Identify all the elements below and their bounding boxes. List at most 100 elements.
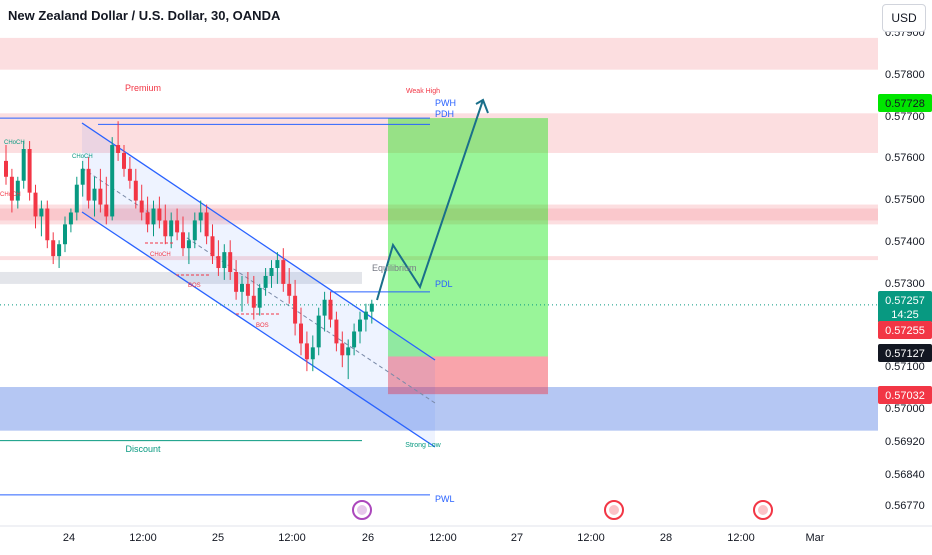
choch-label: CHoCH (0, 192, 21, 198)
equilibrium-label: Equilibrium (372, 263, 417, 273)
chart-title: New Zealand Dollar / U.S. Dollar, 30, OA… (8, 8, 281, 23)
us-flag-event-icon[interactable] (753, 500, 773, 520)
candle-body (57, 244, 62, 257)
candle-body (340, 343, 345, 356)
bos-label: BOS (256, 323, 269, 329)
bos-label: BOS (188, 283, 201, 289)
candle-body (68, 212, 73, 225)
x-tick-label: 28 (660, 532, 672, 544)
candle-body (63, 224, 67, 245)
candle-body (145, 212, 150, 225)
candle-body (86, 168, 91, 201)
candle-body (21, 149, 26, 181)
candle-body (163, 220, 168, 237)
y-tick-label: 0.57800 (885, 69, 925, 81)
last-price-tag-bg (878, 291, 932, 309)
candle-body (169, 220, 174, 237)
low-marker-price-tag: 0.57127 (885, 348, 925, 360)
weak-high-price-tag-bg (878, 94, 932, 112)
choch-label: CHoCH (150, 252, 171, 258)
candle-body (4, 160, 8, 177)
y-tick-label: 0.57600 (885, 152, 925, 164)
x-tick-label: 12:00 (429, 532, 457, 544)
y-tick-label: 0.57100 (885, 361, 925, 373)
currency-button[interactable]: USD (882, 4, 926, 32)
candle-body (33, 192, 38, 217)
candle-body (310, 347, 315, 360)
pwl-label: PWL (435, 494, 455, 504)
candle-body (15, 180, 20, 201)
y-tick-label: 0.57300 (885, 278, 925, 290)
pdh-label: PDH (435, 109, 454, 119)
candle-body (369, 303, 374, 312)
candle-body (198, 212, 203, 221)
candle-body (122, 152, 126, 169)
candle-body (192, 220, 197, 241)
candle-body (51, 240, 56, 257)
pdl-label: PDL (435, 279, 453, 289)
candle-body (39, 208, 44, 217)
dividend-event-icon[interactable] (352, 500, 372, 520)
candle-body (304, 343, 309, 360)
candle-body (352, 331, 357, 348)
candle-body (98, 188, 103, 205)
zone-supply-2 (0, 204, 878, 225)
channel-lower-line (81, 211, 436, 448)
candle-body (299, 323, 303, 344)
projection-arrowhead (475, 98, 489, 114)
choch-label: CHoCH (72, 154, 93, 160)
bid-price-tag: 0.57255 (885, 325, 925, 337)
candle-body (175, 220, 180, 233)
us-flag-event-icon[interactable] (604, 500, 624, 520)
candle-body (322, 299, 327, 316)
candle-body (234, 271, 239, 292)
candle-body (251, 295, 256, 308)
y-tick-label: 0.56920 (885, 436, 925, 448)
premium-label: Premium (125, 83, 161, 93)
candle-body (9, 176, 14, 201)
x-tick-label: 27 (511, 532, 523, 544)
last-price-tag: 0.57257 (885, 295, 925, 307)
candle-body (263, 275, 268, 288)
candle-body (133, 180, 138, 201)
candle-body (287, 283, 292, 296)
y-tick-label: 0.57400 (885, 236, 925, 248)
candle-body (139, 200, 144, 213)
countdown-label: 14:25 (891, 309, 919, 321)
candle-body (275, 260, 280, 269)
stop-price-tag: 0.57032 (885, 390, 925, 402)
position-stop-zone (388, 356, 548, 395)
candle-body (27, 149, 32, 193)
candle-body (216, 256, 221, 269)
candles (4, 121, 374, 380)
y-tick-label: 0.57000 (885, 403, 925, 415)
weak-high-price-tag: 0.57728 (885, 98, 925, 110)
zone-supply-1 (0, 113, 878, 153)
candle-body (281, 260, 286, 284)
candle-body (210, 236, 215, 257)
candle-body (181, 232, 185, 249)
candle-body (204, 212, 209, 237)
candle-body (116, 145, 121, 153)
candle-body (316, 315, 321, 348)
candle-body (269, 268, 274, 276)
candle-body (228, 252, 233, 272)
y-tick-label: 0.56840 (885, 469, 925, 481)
strong-low-label: Strong Low (405, 442, 441, 449)
candle-body (363, 311, 368, 320)
us-flag-event-icon-inner (758, 505, 768, 515)
candle-body (104, 204, 109, 217)
candle-body (293, 295, 298, 324)
zone-supply-3 (0, 208, 878, 221)
x-tick-label: 12:00 (278, 532, 306, 544)
y-tick-label: 0.57500 (885, 194, 925, 206)
y-tick-label: 0.56770 (885, 500, 925, 512)
pwh-label: PWH (435, 98, 456, 108)
candle-body (74, 184, 79, 213)
candle-body (222, 252, 227, 269)
zone-supply-4 (0, 256, 878, 261)
discount-label: Discount (125, 444, 161, 454)
x-tick-label: 26 (362, 532, 374, 544)
